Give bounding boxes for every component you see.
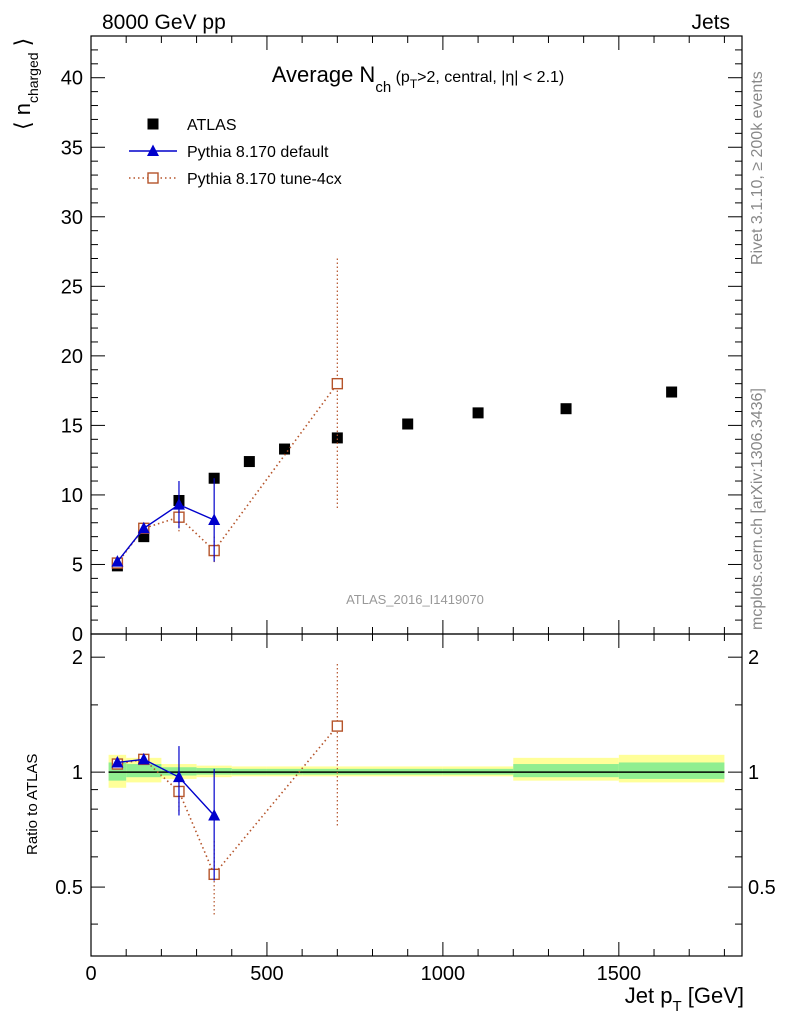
tune4cx-line (116, 383, 338, 564)
y-tick-label: 0 (72, 624, 83, 646)
stat-uncertainty-band (513, 764, 619, 778)
x-axis-label: Jet pT [GeV] (625, 983, 744, 1015)
default-line (116, 503, 215, 563)
ratio-default-point (111, 755, 124, 768)
title-rest2: >2, central, |η| < 2.1) (417, 69, 564, 86)
y-axis-label-main: n (10, 103, 35, 115)
ratio-tune4cx-point (331, 720, 344, 732)
y-axis-label-sub: charged (25, 52, 41, 103)
default-point (137, 521, 150, 534)
atlas-point (138, 531, 150, 543)
ratio-tune4cx-line (117, 725, 338, 876)
rivet-label: Rivet 3.1.10, ≥ 200k events (749, 71, 766, 265)
tune4cx-point (331, 377, 344, 390)
title-sub2: T (410, 77, 418, 91)
ratio-y-tick-label-right: 0.5 (748, 877, 776, 899)
legend-entry-label: Pythia 8.170 default (187, 144, 329, 161)
default-point (111, 555, 124, 567)
ratio-y-tick-label: 1 (72, 762, 83, 784)
ratio-y-tick-label-right: 2 (748, 647, 759, 669)
x-axis-label-rest: [GeV] (682, 983, 744, 1008)
header-right: Jets (691, 11, 730, 34)
x-tick-label: 1000 (421, 963, 466, 985)
ratio-frame (90, 633, 743, 957)
title-sub1: ch (375, 79, 391, 96)
atlas-point (666, 386, 678, 398)
legend-marker (147, 144, 159, 156)
x-tick-label: 1500 (597, 963, 642, 985)
atlas-point (243, 456, 255, 468)
default-point (208, 513, 221, 525)
y-tick-label: 20 (61, 346, 83, 368)
legend-entry-label: ATLAS (187, 117, 237, 134)
atlas-point (331, 432, 343, 444)
ratio-panel: 0.5 0.5 1 1 2 2 0 500 1000 1500 (55, 633, 776, 985)
y-tick-label: 10 (61, 485, 83, 507)
ratio-default-point (137, 752, 150, 765)
x-axis-label-sub: T (672, 998, 681, 1015)
y-tick-label: 25 (61, 276, 83, 298)
x-tick-label: 500 (250, 963, 283, 985)
ratio-default-line (117, 758, 215, 816)
y-tick-label: 35 (61, 137, 83, 159)
legend: ATLAS Pythia 8.170 default Pythia 8.170 tu… (129, 117, 342, 188)
ratio-default-point (208, 808, 221, 821)
y-tick-label: 15 (61, 415, 83, 437)
ratio-y-tick-label-right: 1 (748, 762, 759, 784)
analysis-label: ATLAS_2016_I1419070 (346, 592, 484, 607)
header-left: 8000 GeV pp (102, 11, 226, 34)
main-panel: 0 5 10 15 20 25 30 35 40 (61, 35, 743, 646)
default-point (172, 498, 185, 510)
y-tick-label: 40 (61, 68, 83, 90)
plot-title: Average Nch (pT>2, central, |η| < 2.1) (272, 62, 564, 96)
stat-uncertainty-band (126, 764, 162, 778)
atlas-point (279, 443, 291, 455)
legend-entry-label: Pythia 8.170 tune-4cx (187, 171, 342, 188)
title-main: Average N (272, 62, 376, 87)
title-rest1: (p (391, 69, 410, 86)
y-axis-label: ⟨ ncharged ⟩ (10, 38, 41, 130)
y-tick-label: 5 (72, 554, 83, 576)
x-tick-label: 0 (85, 963, 96, 985)
atlas-point (472, 407, 484, 419)
ratio-default-point (172, 770, 185, 783)
atlas-point (560, 403, 572, 415)
ratio-y-tick-label: 2 (72, 647, 83, 669)
y-axis-label-close: ⟩ (10, 38, 35, 53)
y-tick-label: 30 (61, 207, 83, 229)
ratio-y-axis-label: Ratio to ATLAS (24, 754, 41, 855)
legend-marker (147, 118, 159, 130)
stat-uncertainty-band (618, 762, 725, 779)
legend-marker (147, 172, 159, 184)
y-axis-label-open: ⟨ (10, 115, 35, 130)
ratio-y-tick-label: 0.5 (55, 877, 83, 899)
mcplots-label: mcplots.cern.ch [arXiv:1306.3436] (749, 388, 766, 630)
x-axis-label-main: Jet p (625, 983, 673, 1008)
atlas-point (402, 418, 414, 430)
